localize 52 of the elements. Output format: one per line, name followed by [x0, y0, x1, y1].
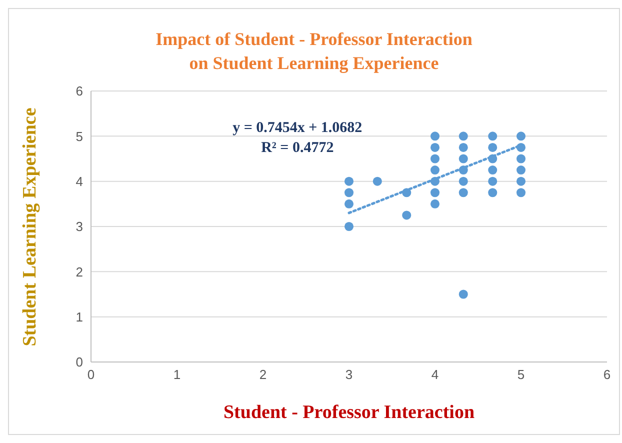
point: [516, 142, 526, 152]
y-tick-label: 4: [76, 174, 83, 189]
y-axis-title: Student Learning Experience: [19, 106, 41, 348]
x-tick-label: 2: [259, 367, 267, 382]
chart-title: Impact of Student - Professor Interaction on Student Learning Experience: [154, 28, 474, 75]
point: [516, 166, 526, 175]
point: [458, 188, 468, 198]
annotation: R² = 0.4772: [260, 140, 335, 158]
point: [458, 176, 468, 186]
point: [430, 199, 440, 208]
y-tick-label: 5: [76, 128, 83, 144]
point: [430, 154, 440, 164]
y-tick-label: 3: [76, 219, 83, 234]
point: [458, 290, 468, 299]
point: [402, 188, 412, 198]
point: [344, 176, 354, 186]
point: [458, 142, 468, 152]
annotation: y = 0.7454x + 1.0682: [232, 120, 364, 138]
point: [516, 188, 526, 198]
point: [402, 210, 412, 220]
x-tick-label: 4: [431, 367, 439, 382]
point: [516, 176, 526, 186]
point: [430, 142, 440, 152]
point: [430, 188, 440, 198]
x-tick-label: 0: [87, 367, 95, 382]
y-tick-label: 2: [76, 264, 83, 280]
point: [488, 188, 498, 198]
point: [344, 188, 354, 198]
point: [488, 132, 498, 141]
point: [516, 154, 526, 164]
point: [430, 176, 440, 186]
x-tick-label: 1: [173, 367, 181, 382]
point: [488, 142, 498, 152]
point: [344, 222, 354, 232]
point: [488, 166, 498, 175]
point: [430, 166, 440, 175]
x-tick-label: 6: [603, 367, 611, 382]
y-tick-label: 6: [76, 84, 83, 99]
x-axis-title: Student - Professor Interaction: [222, 402, 476, 424]
point: [488, 176, 498, 186]
point: [458, 166, 468, 175]
y-tick-label: 0: [76, 354, 83, 370]
y-tick-label: 1: [76, 309, 83, 324]
point: [488, 154, 498, 164]
point: [372, 176, 382, 186]
x-tick-label: 5: [517, 367, 525, 382]
point: [458, 132, 468, 141]
point: [344, 199, 354, 208]
point: [516, 132, 526, 141]
point: [458, 154, 468, 164]
x-tick-label: 3: [345, 367, 353, 382]
point: [430, 132, 440, 141]
